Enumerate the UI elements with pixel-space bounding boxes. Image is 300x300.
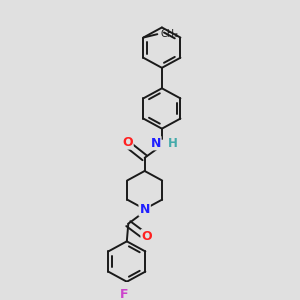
Text: H: H (168, 137, 178, 150)
Text: O: O (122, 136, 133, 148)
Text: F: F (120, 288, 128, 300)
Text: N: N (140, 202, 150, 216)
Text: CH₃: CH₃ (160, 29, 178, 39)
Text: O: O (141, 230, 152, 243)
Text: N: N (151, 137, 161, 150)
